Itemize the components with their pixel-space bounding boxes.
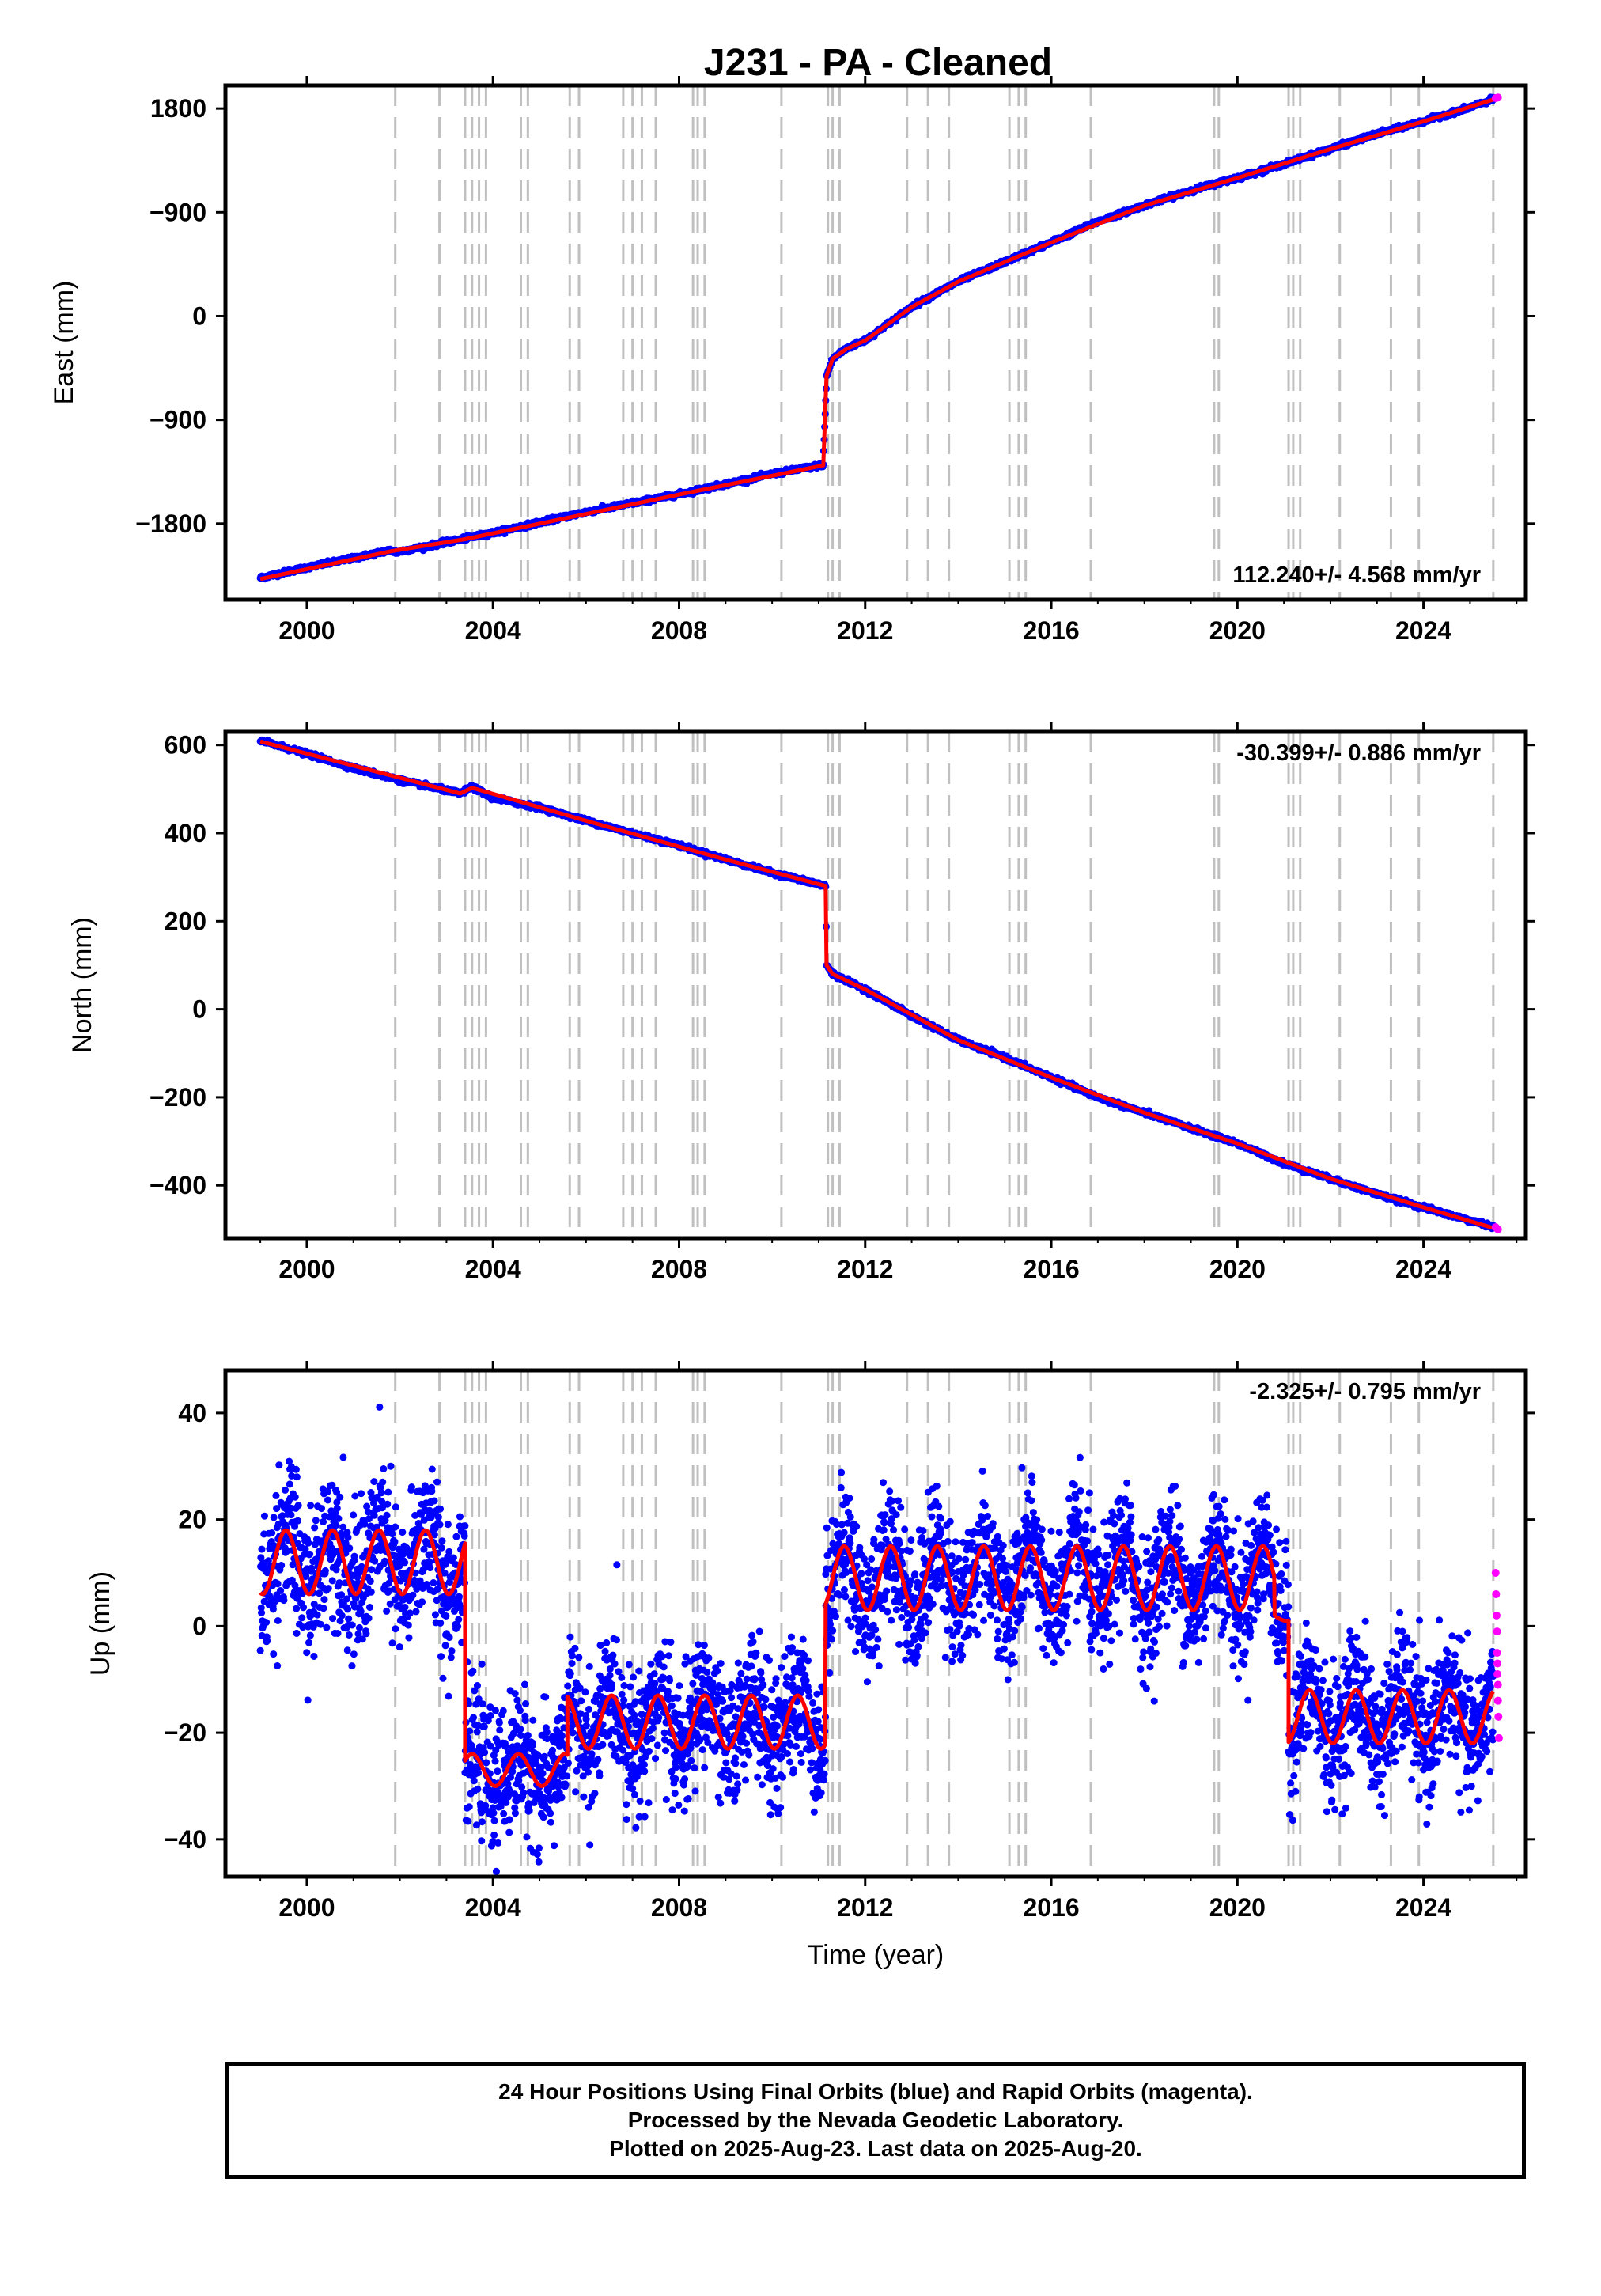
final-orbit-points <box>256 93 1497 583</box>
rapid-orbit-point <box>1493 1627 1501 1636</box>
rapid-orbit-point <box>1494 1733 1503 1742</box>
x-tick-label: 2020 <box>1209 1255 1266 1283</box>
y-axis: −40 −20 0 20 40 <box>164 1399 1535 1854</box>
model-line <box>259 739 1499 1232</box>
figure-title: J231 - PA - Cleaned <box>704 42 1052 84</box>
y-tick-label: 40 <box>178 1399 206 1427</box>
figure-canvas: J231 - PA - Cleaned 2000 2004 2008 2012 2016… <box>49 42 1535 1970</box>
y-tick-label: 0 <box>192 1612 206 1640</box>
plot-frame <box>223 1368 1528 1879</box>
y-axis: −1800 −900 0 −900 1800 <box>135 94 1535 538</box>
y-axis-title: East (mm) <box>49 281 79 405</box>
y-tick-label: −400 <box>150 1171 206 1199</box>
x-tick-label: 2004 <box>465 616 521 645</box>
rapid-orbit-point <box>1493 93 1502 102</box>
x-tick-label: 2008 <box>651 1255 707 1283</box>
x-axis: 2000 2004 2008 2012 2016 2020 2024 <box>259 76 1518 645</box>
y-tick-label: 400 <box>165 819 206 847</box>
rapid-orbit-point <box>1492 1611 1501 1620</box>
x-axis-title: Time (year) <box>808 1940 944 1970</box>
rate-label: 112.240+/- 4.568 mm/yr <box>1232 563 1481 588</box>
y-tick-label: −900 <box>150 198 206 226</box>
x-axis: 2000 2004 2008 2012 2016 2020 2024 <box>259 1361 1518 1922</box>
model-line <box>259 96 1499 582</box>
data-points <box>256 93 1502 583</box>
x-tick-label: 2000 <box>278 1255 335 1283</box>
x-tick-label: 2024 <box>1395 1893 1451 1922</box>
y-tick-label: 600 <box>165 731 206 760</box>
rapid-orbit-point <box>1493 1649 1501 1658</box>
y-axis-title: North (mm) <box>67 917 97 1053</box>
x-tick-label: 2012 <box>837 1893 893 1922</box>
y-tick-label: −1800 <box>135 510 206 538</box>
plot-frame <box>223 83 1528 602</box>
final-orbit-points <box>256 1403 1497 1875</box>
x-tick-label: 2012 <box>837 616 893 645</box>
rapid-orbit-point <box>1493 1659 1502 1668</box>
y-axis: −400 −200 0 200 400 600 <box>150 731 1535 1199</box>
x-axis: 2000 2004 2008 2012 2016 2020 2024 <box>259 722 1518 1283</box>
x-tick-label: 2012 <box>837 1255 893 1283</box>
rapid-orbit-point <box>1493 1670 1502 1678</box>
plot-frame <box>223 729 1528 1241</box>
x-tick-label: 2016 <box>1023 1255 1079 1283</box>
y-tick-label: 0 <box>192 995 206 1024</box>
y-axis-title: Up (mm) <box>85 1571 115 1676</box>
up-panel: 2000 2004 2008 2012 2016 2020 2024 −40 −20 0 20 40 U… <box>85 1361 1535 1970</box>
caption-box: 24 Hour Positions Using Final Orbits (bl… <box>225 2062 1526 2179</box>
rapid-orbit-point <box>1492 1589 1501 1598</box>
y-tick-label: 0 <box>192 301 206 330</box>
x-tick-label: 2008 <box>651 1893 707 1922</box>
caption-line-3: Plotted on 2025-Aug-23. Last data on 202… <box>609 2136 1142 2161</box>
x-tick-label: 2008 <box>651 616 707 645</box>
event-lines <box>394 85 1495 600</box>
x-tick-label: 2016 <box>1023 616 1079 645</box>
model-line <box>259 1528 1495 1788</box>
x-tick-label: 2000 <box>278 616 335 645</box>
rate-label: -30.399+/- 0.886 mm/yr <box>1236 741 1481 766</box>
y-tick-label: −20 <box>164 1718 206 1747</box>
east-panel: 2000 2004 2008 2012 2016 2020 2024 −1800 −900 0 −9… <box>49 76 1535 645</box>
rapid-orbit-point <box>1493 1680 1502 1689</box>
x-tick-label: 2004 <box>465 1255 521 1283</box>
x-tick-label: 2004 <box>465 1893 521 1922</box>
y-tick-label: −40 <box>164 1825 206 1854</box>
north-panel: 2000 2004 2008 2012 2016 2020 2024 −400 −200 0 200… <box>67 722 1535 1283</box>
y-tick-label: −900 <box>150 406 206 434</box>
y-tick-label: 20 <box>178 1506 206 1534</box>
rapid-orbit-point <box>1491 1569 1500 1577</box>
x-tick-label: 2000 <box>278 1893 335 1922</box>
y-tick-label: 200 <box>165 907 206 935</box>
y-tick-label: −200 <box>150 1083 206 1112</box>
event-lines <box>394 732 1495 1238</box>
rapid-orbit-point <box>1494 1712 1503 1721</box>
y-tick-label: 1800 <box>150 94 206 123</box>
x-tick-label: 2024 <box>1395 616 1451 645</box>
data-points <box>256 736 1502 1233</box>
x-tick-label: 2020 <box>1209 616 1266 645</box>
data-points <box>256 1403 1503 1875</box>
x-tick-label: 2020 <box>1209 1893 1266 1922</box>
caption-line-2: Processed by the Nevada Geodetic Laborat… <box>627 2108 1124 2132</box>
rate-label: -2.325+/- 0.795 mm/yr <box>1249 1379 1481 1404</box>
x-tick-label: 2024 <box>1395 1255 1451 1283</box>
rapid-orbit-point <box>1493 1696 1502 1705</box>
final-orbit-points <box>256 736 1497 1233</box>
x-tick-label: 2016 <box>1023 1893 1079 1922</box>
caption-line-1: 24 Hour Positions Using Final Orbits (bl… <box>498 2079 1253 2104</box>
rapid-orbit-point <box>1493 1225 1502 1233</box>
